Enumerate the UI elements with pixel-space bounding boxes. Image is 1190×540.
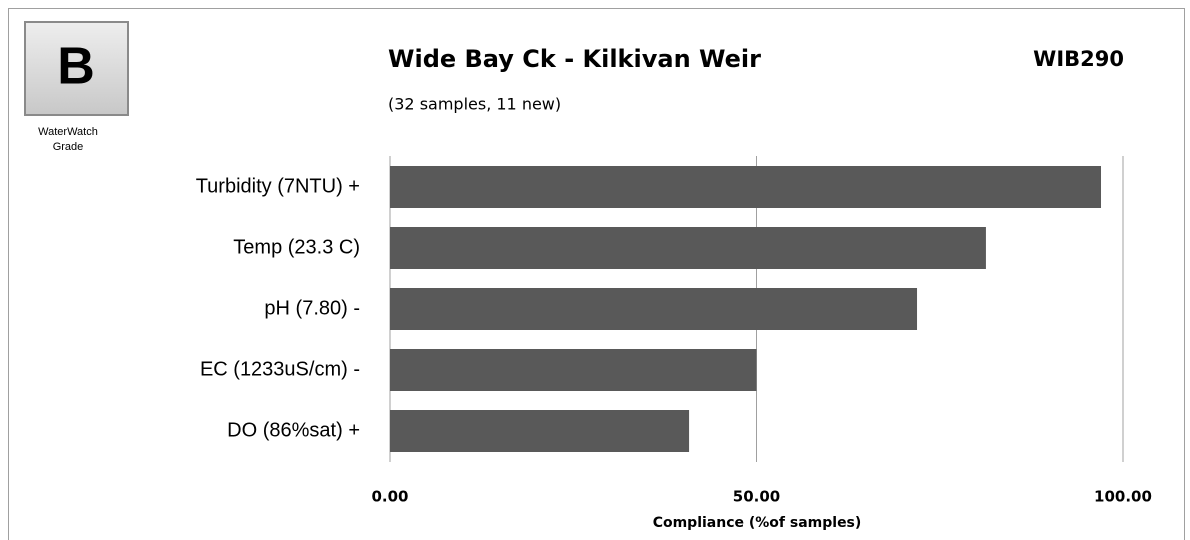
x-axis-label: Compliance (%of samples) [653,515,862,531]
bar [390,410,690,452]
grade-caption: WaterWatch [38,126,98,138]
grade-letter: B [57,38,95,96]
x-tick-label: 50.00 [733,488,780,506]
bar [390,288,918,330]
y-tick-label: DO (86%sat) + [227,419,360,441]
grade-box [24,21,129,116]
bar [390,227,986,269]
chart-subtitle: (32 samples, 11 new) [388,95,561,114]
x-tick-label: 100.00 [1094,488,1152,506]
bar [390,166,1102,208]
y-tick-label: Turbidity (7NTU) + [196,175,360,197]
frame [8,8,1185,540]
x-tick-label: 0.00 [371,488,408,506]
y-tick-label: Temp (23.3 C) [233,236,360,258]
y-tick-label: EC (1233uS/cm) - [200,358,360,380]
grade-caption: Grade [53,141,84,153]
site-code: WIB290 [1033,47,1124,71]
y-tick-label: pH (7.80) - [264,297,360,319]
bar [390,349,757,391]
chart-title: Wide Bay Ck - Kilkivan Weir [388,45,761,73]
